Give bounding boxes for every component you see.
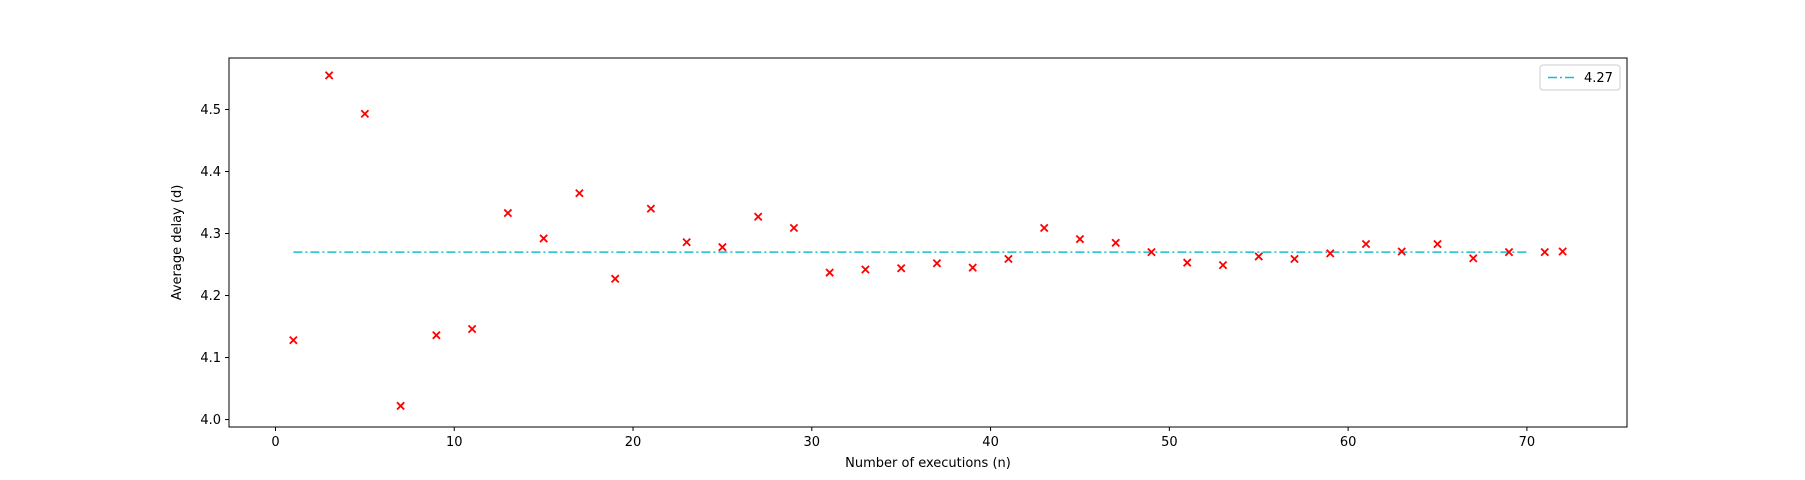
y-tick-label: 4.5 [200, 103, 221, 118]
data-point [1075, 234, 1085, 244]
data-point [753, 212, 763, 221]
data-point [1504, 247, 1514, 257]
data-point [539, 234, 548, 243]
data-point [825, 268, 834, 277]
x-axis-ticks: 0 10 20 30 40 50 60 70 [271, 427, 1535, 450]
y-tick-label: 4.2 [200, 289, 221, 304]
data-point [1254, 252, 1263, 261]
x-tick-label: 40 [982, 435, 999, 450]
data-point [1039, 223, 1049, 233]
data-point [1182, 258, 1192, 267]
data-point [1361, 239, 1371, 249]
y-tick-label: 4.3 [200, 227, 221, 242]
y-axis-label: Average delay (d) [170, 185, 185, 301]
data-point [1218, 260, 1228, 270]
data-point [396, 401, 405, 411]
data-point [610, 274, 620, 284]
data-point [575, 188, 584, 198]
data-point [467, 324, 477, 334]
x-tick-label: 0 [271, 435, 279, 450]
data-point [324, 71, 334, 80]
data-point [1397, 247, 1406, 256]
data-point [360, 109, 370, 119]
data-point [289, 335, 298, 345]
data-point [682, 237, 691, 247]
plot-frame [228, 57, 1628, 428]
data-point [932, 259, 942, 268]
y-tick-label: 4.0 [200, 413, 221, 428]
data-point [1147, 247, 1156, 257]
y-tick-label: 4.1 [200, 351, 221, 366]
data-point [861, 265, 870, 274]
data-point [718, 242, 727, 252]
data-point [1540, 247, 1550, 257]
x-tick-label: 30 [804, 435, 821, 450]
data-point [1558, 247, 1567, 256]
data-point [646, 204, 656, 213]
data-point [432, 330, 441, 340]
legend-label-mean-line: 4.27 [1584, 71, 1613, 86]
legend: 4.27 [1539, 64, 1621, 91]
x-tick-label: 20 [625, 435, 642, 450]
data-point [1326, 249, 1335, 258]
data-point [1433, 239, 1442, 249]
x-tick-label: 10 [446, 435, 463, 450]
x-tick-label: 70 [1519, 435, 1536, 450]
data-point [1111, 238, 1120, 248]
legend-box [1539, 64, 1621, 91]
data-point [789, 223, 799, 233]
x-tick-label: 60 [1340, 435, 1357, 450]
data-point [968, 263, 977, 272]
y-axis-ticks: 4.0 4.1 4.2 4.3 4.4 4.5 [200, 103, 229, 428]
x-tick-label: 50 [1161, 435, 1178, 450]
plot-layer [289, 71, 1567, 411]
x-axis-label: Number of executions (n) [845, 456, 1011, 471]
data-point [1004, 254, 1013, 264]
data-point [503, 208, 513, 218]
data-point [896, 264, 906, 273]
y-tick-label: 4.4 [200, 165, 221, 180]
data-point [1469, 254, 1478, 263]
data-point [1290, 254, 1299, 264]
